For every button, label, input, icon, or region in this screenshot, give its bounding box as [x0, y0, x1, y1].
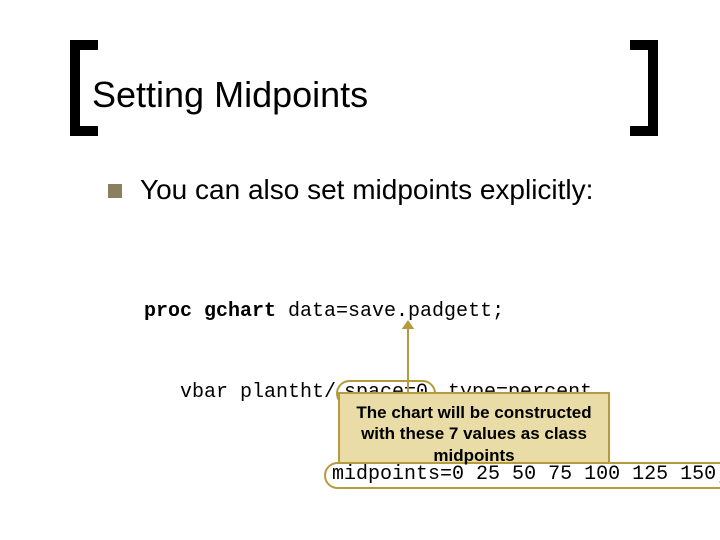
bullet-text: You can also set midpoints explicitly: — [140, 174, 593, 206]
callout-line2: with these 7 values as class — [350, 423, 598, 444]
code-highlight-midpoints: midpoints=0 25 50 75 100 125 150; — [324, 462, 720, 489]
code-l2a: vbar plantht/ — [144, 381, 336, 404]
slide: Setting Midpoints You can also set midpo… — [0, 0, 720, 540]
code-line-1: proc gchart data=save.padgett; — [144, 298, 720, 325]
code-l3a — [144, 463, 324, 486]
callout-box: The chart will be constructed with these… — [338, 392, 610, 464]
callout-line3: midpoints — [350, 445, 598, 466]
title-bracket-right — [630, 40, 658, 136]
bullet-row: You can also set midpoints explicitly: — [108, 174, 593, 206]
callout-line1: The chart will be constructed — [350, 402, 598, 423]
bullet-icon — [108, 184, 122, 198]
code-kw-proc: proc gchart — [144, 300, 276, 323]
code-l1-rest: data=save.padgett; — [276, 300, 504, 323]
slide-title: Setting Midpoints — [92, 74, 368, 116]
